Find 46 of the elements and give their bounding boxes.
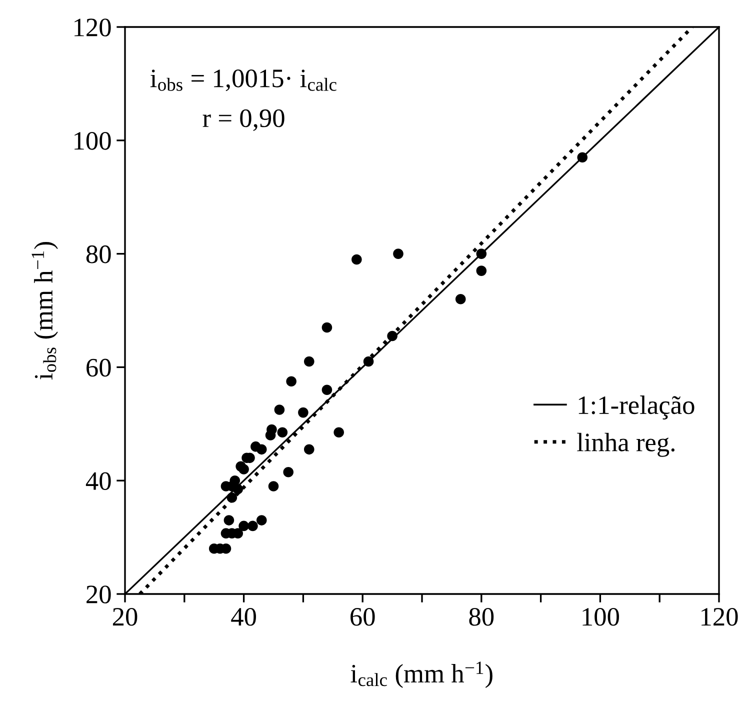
point xyxy=(250,441,261,452)
point xyxy=(577,152,588,163)
point xyxy=(322,384,332,396)
point xyxy=(226,492,238,503)
point xyxy=(268,481,279,492)
point xyxy=(224,515,234,526)
x-tick-label: 60 xyxy=(350,608,375,626)
point xyxy=(455,294,466,304)
y-tick-label: 40 xyxy=(86,472,111,490)
point xyxy=(266,424,277,435)
y-tick-label: 100 xyxy=(74,132,111,150)
y-tick-label: 60 xyxy=(86,358,111,377)
point xyxy=(248,520,258,532)
y-tick-label: 20 xyxy=(86,586,111,604)
point xyxy=(304,444,314,455)
point xyxy=(238,520,249,532)
point xyxy=(387,330,398,342)
point xyxy=(298,407,308,418)
point xyxy=(352,254,362,265)
point xyxy=(232,484,244,494)
x-tick-label: 120 xyxy=(702,608,738,626)
point xyxy=(393,248,404,259)
legend-label: 1:1-relação xyxy=(578,396,694,420)
point xyxy=(286,376,296,387)
x-tick-label: 40 xyxy=(231,608,256,626)
x-tick-label: 20 xyxy=(112,608,138,626)
point xyxy=(238,464,249,474)
x-axis-title: i$_{calc}$ (mm h$^{−1}$) xyxy=(350,662,492,688)
y-tick-label: 120 xyxy=(74,18,111,36)
point xyxy=(277,427,288,438)
point xyxy=(322,322,332,333)
point xyxy=(476,266,487,276)
y-tick-label: 80 xyxy=(86,245,111,264)
point xyxy=(256,515,267,526)
annotation: i$_{obs}$ = 1,0015· i$_{calc}$ xyxy=(150,70,336,92)
annotation: r = 0,90 xyxy=(202,109,284,131)
point xyxy=(476,248,487,259)
legend-label: linha reg. xyxy=(577,432,674,457)
point xyxy=(283,466,294,478)
point xyxy=(274,404,285,415)
point xyxy=(304,356,314,367)
point xyxy=(334,427,344,438)
point xyxy=(363,356,374,367)
x-tick-label: 80 xyxy=(469,608,494,626)
y-axis-title: i$_{obs}$ (mm h$^{−1}$) xyxy=(32,242,58,380)
x-tick-label: 100 xyxy=(582,608,619,626)
